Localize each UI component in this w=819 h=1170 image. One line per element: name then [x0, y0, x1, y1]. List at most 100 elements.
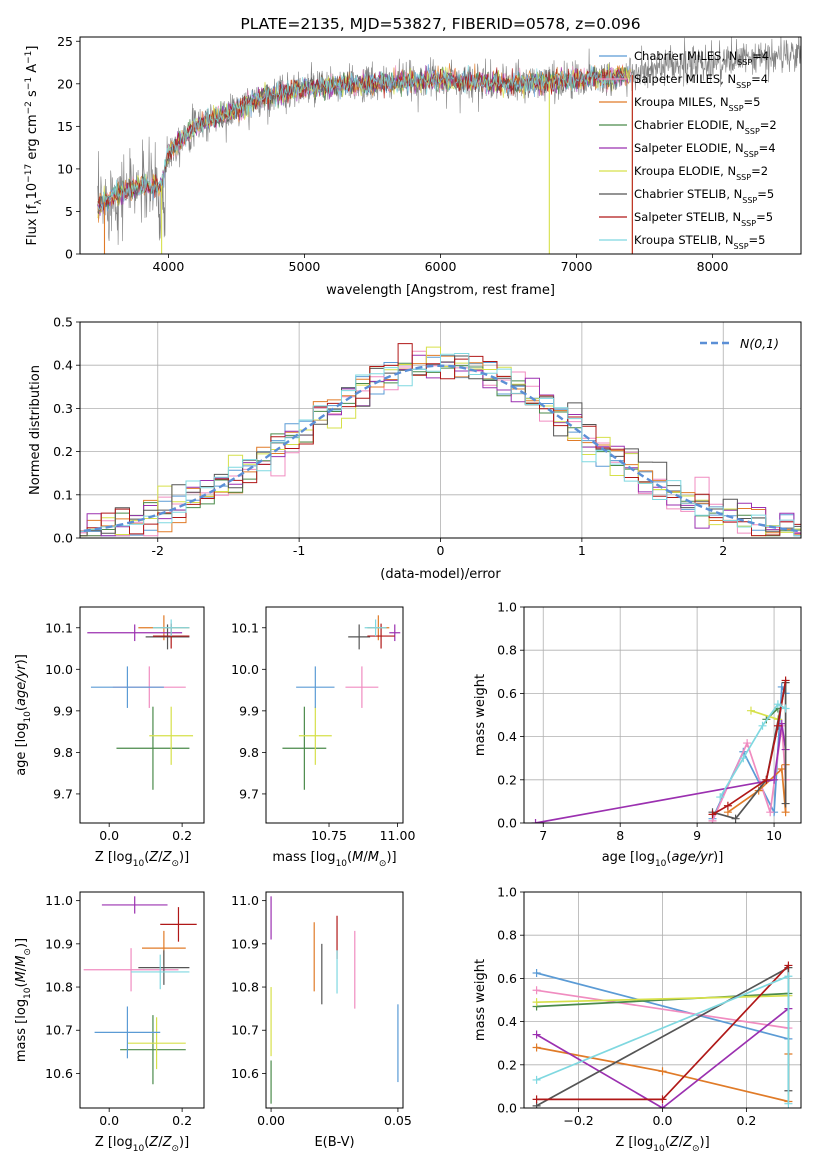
point-marker	[532, 1095, 541, 1104]
point-marker	[532, 1030, 541, 1039]
x-axis-label: Z [log10(Z/Z⊙)]	[95, 850, 189, 869]
x-tick-label: 4000	[153, 259, 185, 274]
errorbars	[83, 896, 197, 1085]
point-marker	[658, 1095, 667, 1104]
x-axis-label: wavelength [Angstrom, rest frame]	[326, 283, 555, 298]
y-tick-label: 0.3	[53, 401, 73, 416]
series-line	[536, 992, 789, 1008]
weight_vs_z-axes: −0.2 0.0 0.2 0.0 0.2 0.4 0.6 0.8 1.0 Z [log10(Z/Z…	[473, 885, 802, 1154]
y-tick-label: 0.2	[497, 772, 517, 787]
x-tick-label: 10	[766, 828, 782, 843]
errorbar-point	[345, 666, 379, 708]
weight-lines	[532, 961, 793, 1108]
legend-label: Chabrier STELIB, NSSP=5	[634, 187, 774, 205]
x-tick-label: −0.2	[563, 1113, 593, 1128]
y-tick-label: 9.9	[53, 703, 73, 718]
y-tick-label: 0.8	[497, 928, 517, 943]
spectrum-axes: 4000 5000 6000 7000 8000 0 5 10 15 20 25 PLATE=2135…	[24, 15, 802, 298]
legend-label: Salpeter ELODIE, NSSP=4	[634, 141, 776, 159]
legend-label: Salpeter STELIB, NSSP=5	[634, 210, 773, 228]
x-tick-label: 0.2	[736, 1113, 756, 1128]
point-marker	[739, 754, 748, 763]
weight_vs_age-axes: 7 8 9 10 0.0 0.2 0.4 0.6 0.8 1.0 age [log10(age/yr…	[473, 600, 802, 869]
legend-label: Salpeter MILES, NSSP=4	[634, 72, 768, 90]
legend-label: Chabrier ELODIE, NSSP=2	[634, 118, 777, 136]
errorbar-point	[282, 706, 327, 790]
y-axis-label: mass weight	[473, 959, 488, 1041]
point-marker	[531, 819, 540, 823]
errorbar-point	[90, 666, 164, 708]
y-tick-label: 10.6	[231, 1066, 259, 1081]
point-marker	[532, 1043, 541, 1052]
y-tick-label: 0.0	[53, 531, 73, 546]
chart-title: PLATE=2135, MJD=53827, FIBERID=0578, z=0…	[240, 15, 640, 33]
age_vs_z-axes: 0.0 0.2 9.7 9.8 9.9 10.0 10.1 Z [log10(Z/Z⊙)] ag…	[14, 606, 205, 869]
errorbar-point	[145, 624, 190, 650]
errorbar-point	[160, 907, 197, 942]
point-marker	[766, 808, 775, 817]
gaussian-curve	[80, 364, 801, 533]
y-axis-label: mass [log10(M/M⊙)]	[14, 938, 33, 1062]
errorbar-point	[101, 896, 168, 914]
point-marker	[723, 801, 732, 810]
y-tick-label: 1.0	[497, 885, 517, 900]
residuals-axes: -2 -1 0 1 2 0.0 0.1 0.2 0.3 0.4 0.5 (data-model)/er…	[28, 315, 802, 582]
mass_vs_ebv-axes: 0.00 0.05 10.6 10.7 10.8 10.9 11.0 E(B-V)	[231, 891, 412, 1150]
y-axis-label: Normed distribution	[28, 365, 43, 495]
point-marker	[784, 961, 793, 970]
x-tick-label: 8	[616, 828, 624, 843]
y-tick-label: 0.4	[53, 358, 73, 373]
model-spectrum-line	[97, 64, 625, 211]
legend-label: Kroupa ELODIE, NSSP=2	[634, 164, 768, 182]
x-tick-label: 0.2	[172, 1113, 192, 1128]
errorbar-point	[127, 1017, 186, 1070]
x-tick-label: 1	[578, 543, 586, 558]
weight-lines	[531, 676, 790, 823]
point-marker	[773, 700, 782, 709]
y-tick-label: 10.1	[231, 620, 259, 635]
x-axis-label: E(B-V)	[314, 1135, 354, 1150]
series-line	[750, 709, 779, 721]
y-tick-label: 0.6	[497, 971, 517, 986]
y-tick-label: 11.0	[45, 893, 73, 908]
point-marker	[658, 1067, 667, 1076]
errorbar-point	[83, 948, 179, 992]
y-tick-label: 20	[57, 76, 73, 91]
errorbar-point	[296, 666, 335, 708]
legend-label: N(0,1)	[740, 336, 779, 351]
y-tick-label: 25	[57, 34, 73, 49]
y-axis-label: age [log10(age/yr)]	[14, 654, 33, 776]
y-tick-label: 9.8	[53, 745, 73, 760]
x-tick-label: 0.0	[99, 828, 119, 843]
errorbar-point	[364, 619, 387, 637]
series-line	[536, 994, 789, 1004]
errorbar-point	[120, 1015, 186, 1085]
point-marker	[532, 986, 541, 995]
y-tick-label: 10	[57, 161, 73, 176]
series-line	[711, 684, 787, 820]
weight_vs_age-frame	[523, 606, 802, 824]
x-axis-label: age [log10(age/yr)]	[602, 850, 724, 869]
y-tick-label: 10.0	[45, 662, 73, 677]
histograms	[80, 343, 801, 537]
mass_vs_z-axes: 0.0 0.2 10.6 10.7 10.8 10.9 11.0 Z [log10(Z/Z⊙)…	[14, 891, 205, 1154]
point-marker	[781, 704, 790, 713]
point-marker	[781, 808, 790, 817]
y-tick-label: 10.8	[231, 980, 259, 995]
x-axis-label: mass [log10(M/M⊙)]	[272, 850, 396, 869]
series-line	[535, 723, 787, 823]
errorbar-point	[94, 1006, 161, 1059]
x-tick-label: 0.0	[99, 1113, 119, 1128]
legend-label: Chabrier MILES, NSSP=4	[634, 49, 769, 67]
y-tick-label: 0.4	[497, 729, 517, 744]
point-marker	[784, 1099, 793, 1108]
x-tick-label: 11.00	[380, 828, 416, 843]
y-tick-label: 10.0	[231, 662, 259, 677]
point-marker	[532, 998, 541, 1007]
y-tick-label: 11.0	[231, 893, 259, 908]
point-marker	[658, 1104, 667, 1108]
y-tick-label: 10.7	[45, 1023, 73, 1038]
x-tick-label: 2	[719, 543, 727, 558]
x-axis-label: (data-model)/error	[380, 567, 501, 582]
errorbar-point	[149, 706, 194, 765]
